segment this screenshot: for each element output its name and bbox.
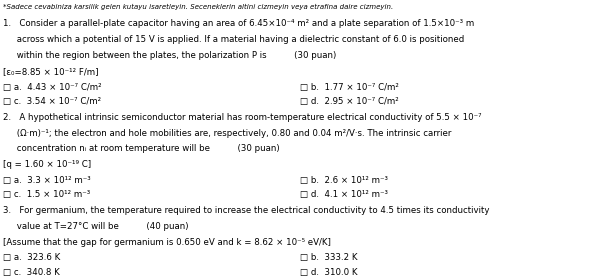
Text: 1.   Consider a parallel-plate capacitor having an area of 6.45×10⁻⁴ m² and a pl: 1. Consider a parallel-plate capacitor h… — [3, 19, 474, 28]
Text: □ a.  4.43 × 10⁻⁷ C/m²: □ a. 4.43 × 10⁻⁷ C/m² — [3, 83, 101, 91]
Text: □ c.  340.8 K: □ c. 340.8 K — [3, 268, 60, 277]
Text: (Ω·m)⁻¹; the electron and hole mobilities are, respectively, 0.80 and 0.04 m²/V·: (Ω·m)⁻¹; the electron and hole mobilitie… — [3, 129, 451, 137]
Text: concentration nᵢ at room temperature will be          (30 puan): concentration nᵢ at room temperature wil… — [3, 144, 280, 153]
Text: 2.   A hypothetical intrinsic semiconductor material has room-temperature electr: 2. A hypothetical intrinsic semiconducto… — [3, 113, 482, 122]
Text: □ d.  4.1 × 10¹² m⁻³: □ d. 4.1 × 10¹² m⁻³ — [300, 190, 388, 199]
Text: □ c.  1.5 × 10¹² m⁻³: □ c. 1.5 × 10¹² m⁻³ — [3, 190, 90, 199]
Text: [q = 1.60 × 10⁻¹⁹ C]: [q = 1.60 × 10⁻¹⁹ C] — [3, 160, 91, 169]
Text: *Sadece cevabiniza karsilik gelen kutayu isaretleyin. Seceneklerin altini cizmey: *Sadece cevabiniza karsilik gelen kutayu… — [3, 4, 393, 10]
Text: value at T=27°C will be          (40 puan): value at T=27°C will be (40 puan) — [3, 222, 188, 231]
Text: [ε₀=8.85 × 10⁻¹² F/m]: [ε₀=8.85 × 10⁻¹² F/m] — [3, 67, 98, 76]
Text: □ a.  323.6 K: □ a. 323.6 K — [3, 253, 60, 262]
Text: □ a.  3.3 × 10¹² m⁻³: □ a. 3.3 × 10¹² m⁻³ — [3, 176, 91, 185]
Text: □ b.  333.2 K: □ b. 333.2 K — [300, 253, 358, 262]
Text: across which a potential of 15 V is applied. If a material having a dielectric c: across which a potential of 15 V is appl… — [3, 35, 464, 44]
Text: □ c.  3.54 × 10⁻⁷ C/m²: □ c. 3.54 × 10⁻⁷ C/m² — [3, 97, 101, 106]
Text: □ b.  1.77 × 10⁻⁷ C/m²: □ b. 1.77 × 10⁻⁷ C/m² — [300, 83, 399, 91]
Text: □ d.  310.0 K: □ d. 310.0 K — [300, 268, 358, 277]
Text: □ b.  2.6 × 10¹² m⁻³: □ b. 2.6 × 10¹² m⁻³ — [300, 176, 388, 185]
Text: □ d.  2.95 × 10⁻⁷ C/m²: □ d. 2.95 × 10⁻⁷ C/m² — [300, 97, 399, 106]
Text: within the region between the plates, the polarization P is          (30 puan): within the region between the plates, th… — [3, 51, 336, 60]
Text: [Assume that the gap for germanium is 0.650 eV and k = 8.62 × 10⁻⁵ eV/K]: [Assume that the gap for germanium is 0.… — [3, 238, 331, 247]
Text: 3.   For germanium, the temperature required to increase the electrical conducti: 3. For germanium, the temperature requir… — [3, 206, 490, 215]
